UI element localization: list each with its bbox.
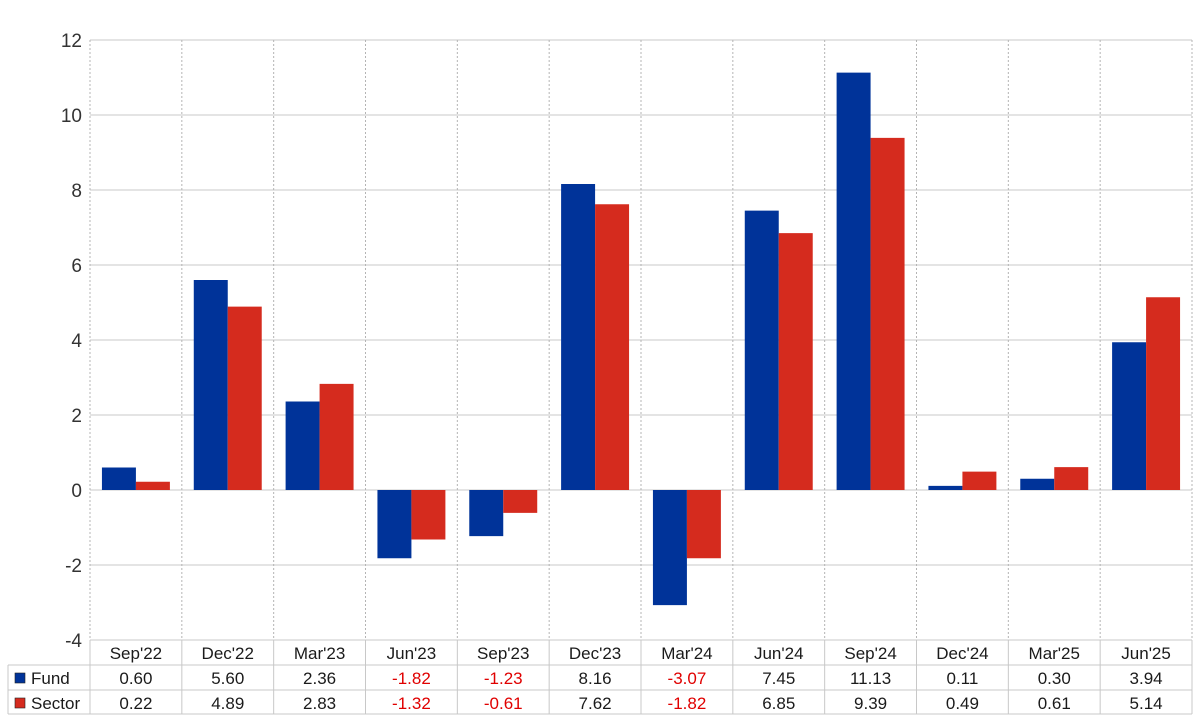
y-tick-label: 4 bbox=[71, 331, 82, 352]
bar-sector bbox=[1054, 467, 1089, 490]
data-table-value: 5.60 bbox=[211, 669, 244, 688]
x-category-label: Mar'24 bbox=[661, 644, 712, 663]
x-category-label: Dec'23 bbox=[569, 644, 621, 663]
bar-fund bbox=[744, 210, 779, 490]
bar-sector bbox=[135, 481, 170, 490]
x-category-label: Mar'23 bbox=[294, 644, 345, 663]
x-category-label: Jun'23 bbox=[387, 644, 437, 663]
bar-fund bbox=[469, 490, 504, 537]
bar-sector bbox=[595, 204, 630, 490]
bar-fund bbox=[1112, 342, 1147, 490]
legend-swatch-sector bbox=[14, 697, 26, 709]
x-category-label: Dec'24 bbox=[936, 644, 988, 663]
y-tick-label: 6 bbox=[71, 256, 82, 277]
data-table-value: -0.61 bbox=[484, 694, 523, 713]
y-tick-label: -4 bbox=[65, 631, 82, 652]
x-category-label: Sep'24 bbox=[844, 644, 896, 663]
bar-sector bbox=[686, 490, 721, 559]
x-category-label: Jun'24 bbox=[754, 644, 804, 663]
y-tick-label: 8 bbox=[71, 181, 82, 202]
bar-fund bbox=[1020, 478, 1055, 490]
bar-fund bbox=[836, 72, 871, 490]
data-table-value: -1.32 bbox=[392, 694, 431, 713]
bar-fund bbox=[285, 401, 320, 490]
data-table-value: 7.62 bbox=[579, 694, 612, 713]
data-table-value: 11.13 bbox=[850, 669, 891, 688]
bar-sector bbox=[411, 490, 446, 540]
x-category-label: Dec'22 bbox=[202, 644, 254, 663]
data-table-value: 2.83 bbox=[303, 694, 336, 713]
data-table-value: 7.45 bbox=[762, 669, 795, 688]
data-table-value: 2.36 bbox=[303, 669, 336, 688]
series-name-fund: Fund bbox=[31, 669, 70, 688]
x-category-label: Sep'23 bbox=[477, 644, 529, 663]
bar-fund bbox=[377, 490, 412, 559]
series-name-sector: Sector bbox=[31, 694, 80, 713]
bar-fund bbox=[101, 467, 136, 490]
data-table-value: 5.14 bbox=[1130, 694, 1163, 713]
y-tick-label: -2 bbox=[65, 556, 82, 577]
data-table-value: 0.61 bbox=[1038, 694, 1071, 713]
data-table-value: 3.94 bbox=[1130, 669, 1163, 688]
bar-sector bbox=[778, 233, 813, 490]
data-table-value: -1.82 bbox=[392, 669, 431, 688]
data-table-value: -3.07 bbox=[668, 669, 707, 688]
x-category-label: Mar'25 bbox=[1029, 644, 1080, 663]
data-table-value: 8.16 bbox=[579, 669, 612, 688]
bar-fund bbox=[193, 280, 228, 490]
y-tick-label: 2 bbox=[71, 406, 82, 427]
bar-sector bbox=[503, 490, 538, 513]
legend-swatch-fund bbox=[14, 672, 26, 684]
bar-sector bbox=[870, 137, 905, 490]
data-table-value: 0.49 bbox=[946, 694, 979, 713]
data-table-value: 0.11 bbox=[947, 669, 979, 688]
y-tick-label: 12 bbox=[61, 31, 82, 52]
data-table-value: 0.30 bbox=[1038, 669, 1071, 688]
data-table-value: 9.39 bbox=[854, 694, 887, 713]
y-tick-label: 0 bbox=[71, 481, 82, 502]
x-category-label: Sep'22 bbox=[110, 644, 162, 663]
bar-fund bbox=[561, 184, 596, 490]
data-table-value: -1.23 bbox=[484, 669, 523, 688]
data-table-value: 4.89 bbox=[211, 694, 244, 713]
bar-sector bbox=[227, 306, 262, 490]
bar-sector bbox=[319, 383, 354, 490]
bar-sector bbox=[1146, 297, 1181, 490]
bar-fund bbox=[928, 485, 963, 490]
bar-sector bbox=[962, 471, 997, 490]
data-table-value: 0.60 bbox=[119, 669, 152, 688]
data-table-value: -1.82 bbox=[668, 694, 707, 713]
data-table-value: 6.85 bbox=[762, 694, 795, 713]
y-tick-label: 10 bbox=[61, 106, 82, 127]
bar-fund bbox=[652, 490, 687, 606]
data-table-value: 0.22 bbox=[119, 694, 152, 713]
x-category-label: Jun'25 bbox=[1121, 644, 1171, 663]
